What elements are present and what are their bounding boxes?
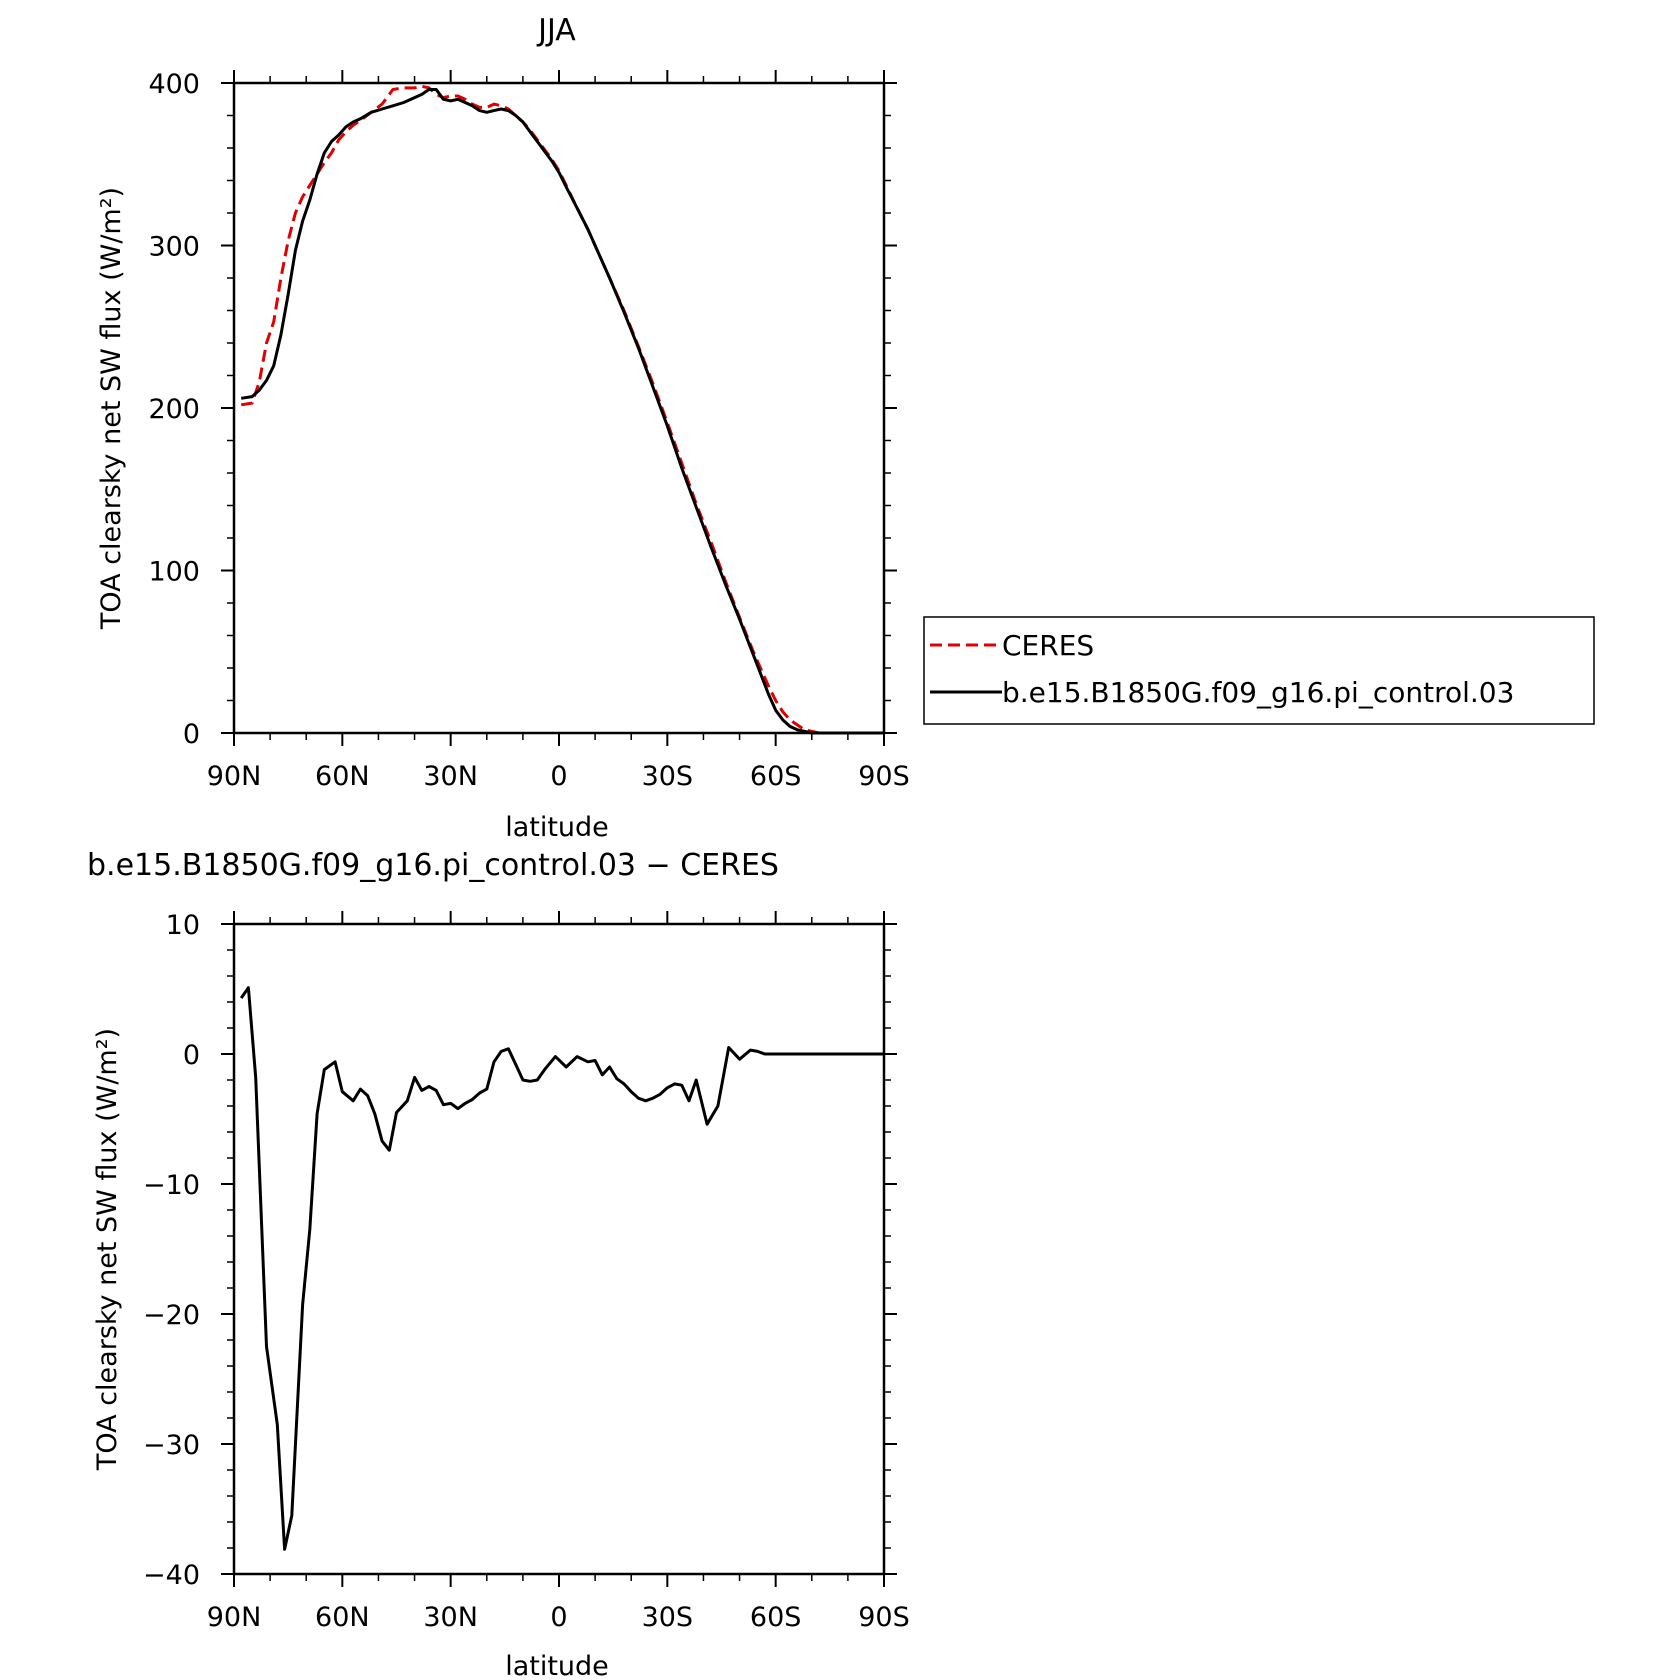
x-tick-label: 30S — [642, 1602, 694, 1633]
bottom-plot-frame — [232, 922, 886, 1576]
series-line-difference — [239, 986, 884, 1551]
y-tick-label: 100 — [148, 557, 200, 588]
bottom-axis-ticks — [221, 911, 897, 1587]
y-tick-label: −40 — [143, 1560, 200, 1591]
top-panel: JJA 90N 60N 30N 0 30S 60S 90S 0 100 200 300 400 lat… — [96, 13, 910, 843]
top-y-axis-label: TOA clearsky net SW flux (W/m²) — [96, 187, 127, 630]
series-line-b-e15-b1850g-f09-g16-pi-control-03 — [240, 88, 884, 735]
top-panel-title: JJA — [536, 13, 576, 48]
x-tick-label: 90S — [858, 761, 910, 792]
x-tick-label: 60N — [315, 761, 370, 792]
legend-label-model: b.e15.B1850G.f09_g16.pi_control.03 — [1002, 676, 1514, 709]
legend-label-ceres: CERES — [1002, 629, 1094, 662]
top-axis-ticks — [221, 70, 897, 746]
y-tick-label: 400 — [148, 69, 200, 100]
top-series-lines — [240, 84, 884, 735]
legend: CERES b.e15.B1850G.f09_g16.pi_control.03 — [923, 616, 1595, 725]
top-plot-frame — [232, 81, 886, 735]
x-tick-label: 90N — [207, 1602, 262, 1633]
x-tick-label: 60S — [750, 1602, 802, 1633]
x-tick-label: 0 — [550, 1602, 567, 1633]
y-tick-label: −30 — [143, 1430, 200, 1461]
bottom-y-axis-label: TOA clearsky net SW flux (W/m²) — [92, 1028, 123, 1471]
x-tick-label: 90S — [858, 1602, 910, 1633]
bottom-panel-title: b.e15.B1850G.f09_g16.pi_control.03 − CER… — [87, 848, 779, 883]
y-tick-label: 200 — [148, 394, 200, 425]
bottom-panel: b.e15.B1850G.f09_g16.pi_control.03 − CER… — [87, 848, 910, 1680]
x-tick-label: 30S — [642, 761, 694, 792]
y-tick-label: 10 — [166, 910, 200, 941]
bottom-series-lines — [239, 986, 884, 1551]
legend-box — [923, 616, 1595, 725]
x-tick-label: 30N — [423, 761, 478, 792]
x-tick-label: 0 — [550, 761, 567, 792]
y-tick-label: −20 — [143, 1300, 200, 1331]
x-tick-label: 60N — [315, 1602, 370, 1633]
y-tick-label: 300 — [148, 232, 200, 263]
y-tick-label: −10 — [143, 1170, 200, 1201]
series-line-ceres — [240, 84, 884, 735]
bottom-x-axis-label: latitude — [505, 1651, 609, 1680]
top-tick-labels: 90N 60N 30N 0 30S 60S 90S 0 100 200 300 400 — [148, 69, 909, 792]
y-tick-label: 0 — [183, 719, 200, 750]
x-tick-label: 30N — [423, 1602, 478, 1633]
y-tick-label: 0 — [183, 1040, 200, 1071]
bottom-tick-labels: 90N 60N 30N 0 30S 60S 90S −40 −30 −20 −10 0 10 — [143, 910, 910, 1633]
x-tick-label: 90N — [207, 761, 262, 792]
x-tick-label: 60S — [750, 761, 802, 792]
top-x-axis-label: latitude — [505, 812, 609, 843]
